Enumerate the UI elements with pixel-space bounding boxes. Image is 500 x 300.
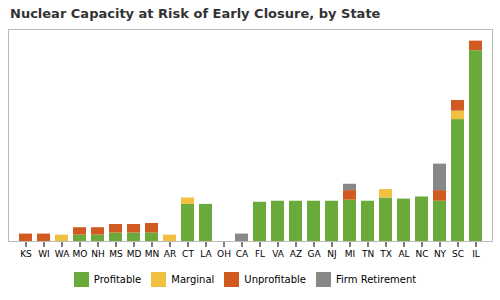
html-text:Unprofitable: Unprofitable	[244, 274, 306, 285]
html-text:Nuclear Capacity at Risk of Ea: Nuclear Capacity at Risk of Early Closur…	[10, 6, 381, 21]
svg-text:WI: WI	[38, 249, 50, 259]
svg-text:GA: GA	[307, 249, 321, 259]
svg-text:AL: AL	[398, 249, 409, 259]
svg-text:SC: SC	[452, 249, 464, 259]
svg-text:IL: IL	[472, 249, 480, 259]
svg-text:NY: NY	[434, 249, 447, 259]
svg-text:WA: WA	[55, 249, 70, 259]
html-text:Marginal: Marginal	[171, 274, 215, 285]
svg-text:AR: AR	[164, 249, 176, 259]
svg-text:MO: MO	[73, 249, 88, 259]
html-text:Profitable: Profitable	[93, 274, 142, 285]
svg-text:KS: KS	[20, 249, 32, 259]
svg-text:TX: TX	[379, 249, 392, 259]
svg-text:MI: MI	[345, 249, 355, 259]
svg-text:NH: NH	[91, 249, 105, 259]
svg-text:MD: MD	[127, 249, 142, 259]
svg-text:CA: CA	[236, 249, 249, 259]
svg-text:CT: CT	[182, 249, 194, 259]
svg-text:MN: MN	[145, 249, 160, 259]
svg-text:NJ: NJ	[327, 249, 336, 259]
svg-text:FL: FL	[255, 249, 265, 259]
html-text:Firm Retirement: Firm Retirement	[336, 274, 417, 285]
svg-text:AZ: AZ	[290, 249, 302, 259]
svg-text:VA: VA	[272, 249, 285, 259]
svg-text:OH: OH	[217, 249, 231, 259]
svg-text:LA: LA	[200, 249, 212, 259]
svg-text:MS: MS	[109, 249, 123, 259]
svg-text:NC: NC	[415, 249, 428, 259]
svg-text:TN: TN	[361, 249, 374, 259]
